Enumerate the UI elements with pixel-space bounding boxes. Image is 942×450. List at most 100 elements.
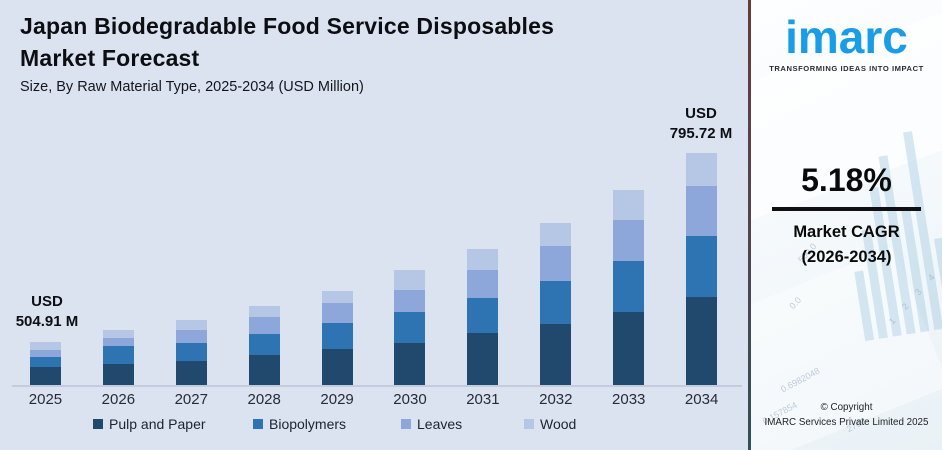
- x-axis-label-2028: 2028: [247, 391, 281, 408]
- value-callout-2034: USD 795.72 M: [653, 104, 749, 144]
- page-title: Japan Biodegradable Food Service Disposa…: [20, 10, 554, 74]
- bar-column-2025: [9, 145, 82, 385]
- bar-segment-wood: [613, 190, 645, 220]
- bar-columns: [9, 145, 738, 385]
- cagr-value: 5.18%: [801, 162, 892, 198]
- bar-segment-wood: [540, 222, 572, 246]
- bar-segment-biopolymers: [467, 297, 499, 333]
- value-callout-2025: USD 504.91 M: [0, 292, 95, 332]
- bar-column-2034: [665, 145, 738, 385]
- bar-segment-biopolymers: [175, 342, 207, 361]
- cagr-label: Market CAGR (2026-2034): [751, 220, 942, 270]
- bar-segment-wood: [321, 290, 353, 303]
- bar-segment-biopolymers: [248, 333, 280, 355]
- year-labels: 2025 2026 2027 2028 2029 2030 2031 2032 2033 2034: [9, 391, 738, 408]
- panel-divider: [748, 0, 751, 450]
- legend-label: Leaves: [417, 416, 463, 432]
- imarc-logo-text: imarc: [785, 11, 908, 63]
- legend-swatch: [524, 419, 534, 429]
- bar-segment-biopolymers: [540, 280, 572, 324]
- copyright-line-2: IMARC Services Private Limited 2025: [764, 416, 929, 428]
- legend-item-biopolymers: Biopolymers: [253, 416, 346, 432]
- x-axis-line: [12, 385, 742, 387]
- bar-segment-pulp-and-paper: [394, 342, 426, 385]
- bar-segment-biopolymers: [102, 346, 134, 364]
- title-line-1: Japan Biodegradable Food Service Disposa…: [20, 13, 555, 39]
- bar-segment-wood: [175, 319, 207, 330]
- bar-segment-pulp-and-paper: [175, 361, 207, 385]
- legend-item-pulp-and-paper: Pulp and Paper: [93, 416, 206, 432]
- bar-segment-leaves: [175, 329, 207, 343]
- title-line-2: Market Forecast: [20, 45, 200, 71]
- bar-segment-pulp-and-paper: [540, 324, 572, 385]
- bar-column-2027: [155, 145, 228, 385]
- bar-segment-pulp-and-paper: [467, 333, 499, 385]
- imarc-logo: imarc TRANSFORMING IDEAS INTO IMPACT: [751, 12, 942, 73]
- bar-stack-2029: [321, 290, 353, 385]
- bar-segment-pulp-and-paper: [686, 296, 718, 385]
- x-axis-label-2027: 2027: [174, 391, 208, 408]
- bar-stack-2033: [613, 190, 645, 385]
- bar-segment-leaves: [467, 270, 499, 298]
- x-axis-label-2032: 2032: [539, 391, 573, 408]
- callout-value: 795.72 M: [669, 125, 733, 142]
- bar-segment-leaves: [540, 246, 572, 281]
- bar-segment-biopolymers: [686, 235, 718, 297]
- bar-stack-2031: [467, 249, 499, 385]
- legend-label: Biopolymers: [269, 416, 347, 432]
- imarc-tagline: TRANSFORMING IDEAS INTO IMPACT: [769, 63, 924, 73]
- bar-segment-wood: [29, 341, 61, 350]
- bar-segment-leaves: [394, 289, 426, 312]
- bar-segment-pulp-and-paper: [321, 349, 353, 385]
- bar-segment-biopolymers: [29, 356, 61, 367]
- bar-segment-pulp-and-paper: [29, 366, 61, 385]
- sidebar-content: imarc TRANSFORMING IDEAS INTO IMPACT 5.1…: [751, 0, 942, 450]
- legend-item-leaves: Leaves: [401, 416, 462, 432]
- bar-segment-wood: [686, 152, 718, 186]
- legend-label: Pulp and Paper: [109, 416, 206, 432]
- bar-column-2026: [82, 145, 155, 385]
- bar-segment-leaves: [248, 317, 280, 334]
- bar-segment-wood: [102, 329, 134, 338]
- bar-stack-2026: [102, 329, 134, 385]
- bar-column-2033: [592, 145, 665, 385]
- copyright-line-1: © Copyright: [820, 402, 873, 413]
- legend-label: Wood: [540, 416, 577, 432]
- bar-column-2028: [228, 145, 301, 385]
- legend-item-wood: Wood: [524, 416, 576, 432]
- cagr-label-line-1: Market CAGR: [793, 223, 900, 241]
- bar-segment-wood: [467, 249, 499, 270]
- x-axis-label-2030: 2030: [393, 391, 427, 408]
- bar-segment-leaves: [613, 220, 645, 261]
- x-axis-label-2031: 2031: [466, 391, 500, 408]
- bar-segment-leaves: [29, 350, 61, 357]
- bar-segment-leaves: [686, 186, 718, 236]
- cagr-underline: [772, 207, 921, 211]
- bar-column-2032: [519, 145, 592, 385]
- brand-sidebar: 500.0 0.0 1 2 3 4 0.6982048 0.157854 276…: [751, 0, 942, 450]
- cagr-block: 5.18% Market CAGR (2026-2034): [751, 162, 942, 270]
- copyright: © Copyright IMARC Services Private Limit…: [751, 401, 942, 430]
- bar-stack-2027: [175, 319, 207, 385]
- callout-currency: USD: [685, 105, 717, 122]
- legend: Pulp and Paper Biopolymers Leaves Wood: [0, 416, 742, 440]
- callout-value: 504.91 M: [15, 313, 79, 330]
- chart-subtitle: Size, By Raw Material Type, 2025-2034 (U…: [20, 79, 364, 95]
- bar-segment-leaves: [102, 337, 134, 346]
- bar-segment-leaves: [321, 303, 353, 323]
- bar-segment-pulp-and-paper: [102, 363, 134, 385]
- x-axis-label-2025: 2025: [28, 391, 63, 408]
- x-axis-label-2026: 2026: [101, 391, 136, 408]
- bar-segment-pulp-and-paper: [248, 355, 280, 385]
- x-axis-label-2033: 2033: [612, 391, 646, 408]
- x-axis-label-2029: 2029: [320, 391, 354, 408]
- bar-segment-wood: [394, 270, 426, 290]
- bar-stack-2032: [540, 222, 572, 385]
- bar-column-2029: [301, 145, 374, 385]
- cagr-label-line-2: (2026-2034): [801, 247, 892, 266]
- bar-segment-pulp-and-paper: [613, 311, 645, 385]
- bar-segment-wood: [248, 305, 280, 317]
- legend-swatch: [401, 419, 411, 429]
- bar-stack-2030: [394, 270, 426, 385]
